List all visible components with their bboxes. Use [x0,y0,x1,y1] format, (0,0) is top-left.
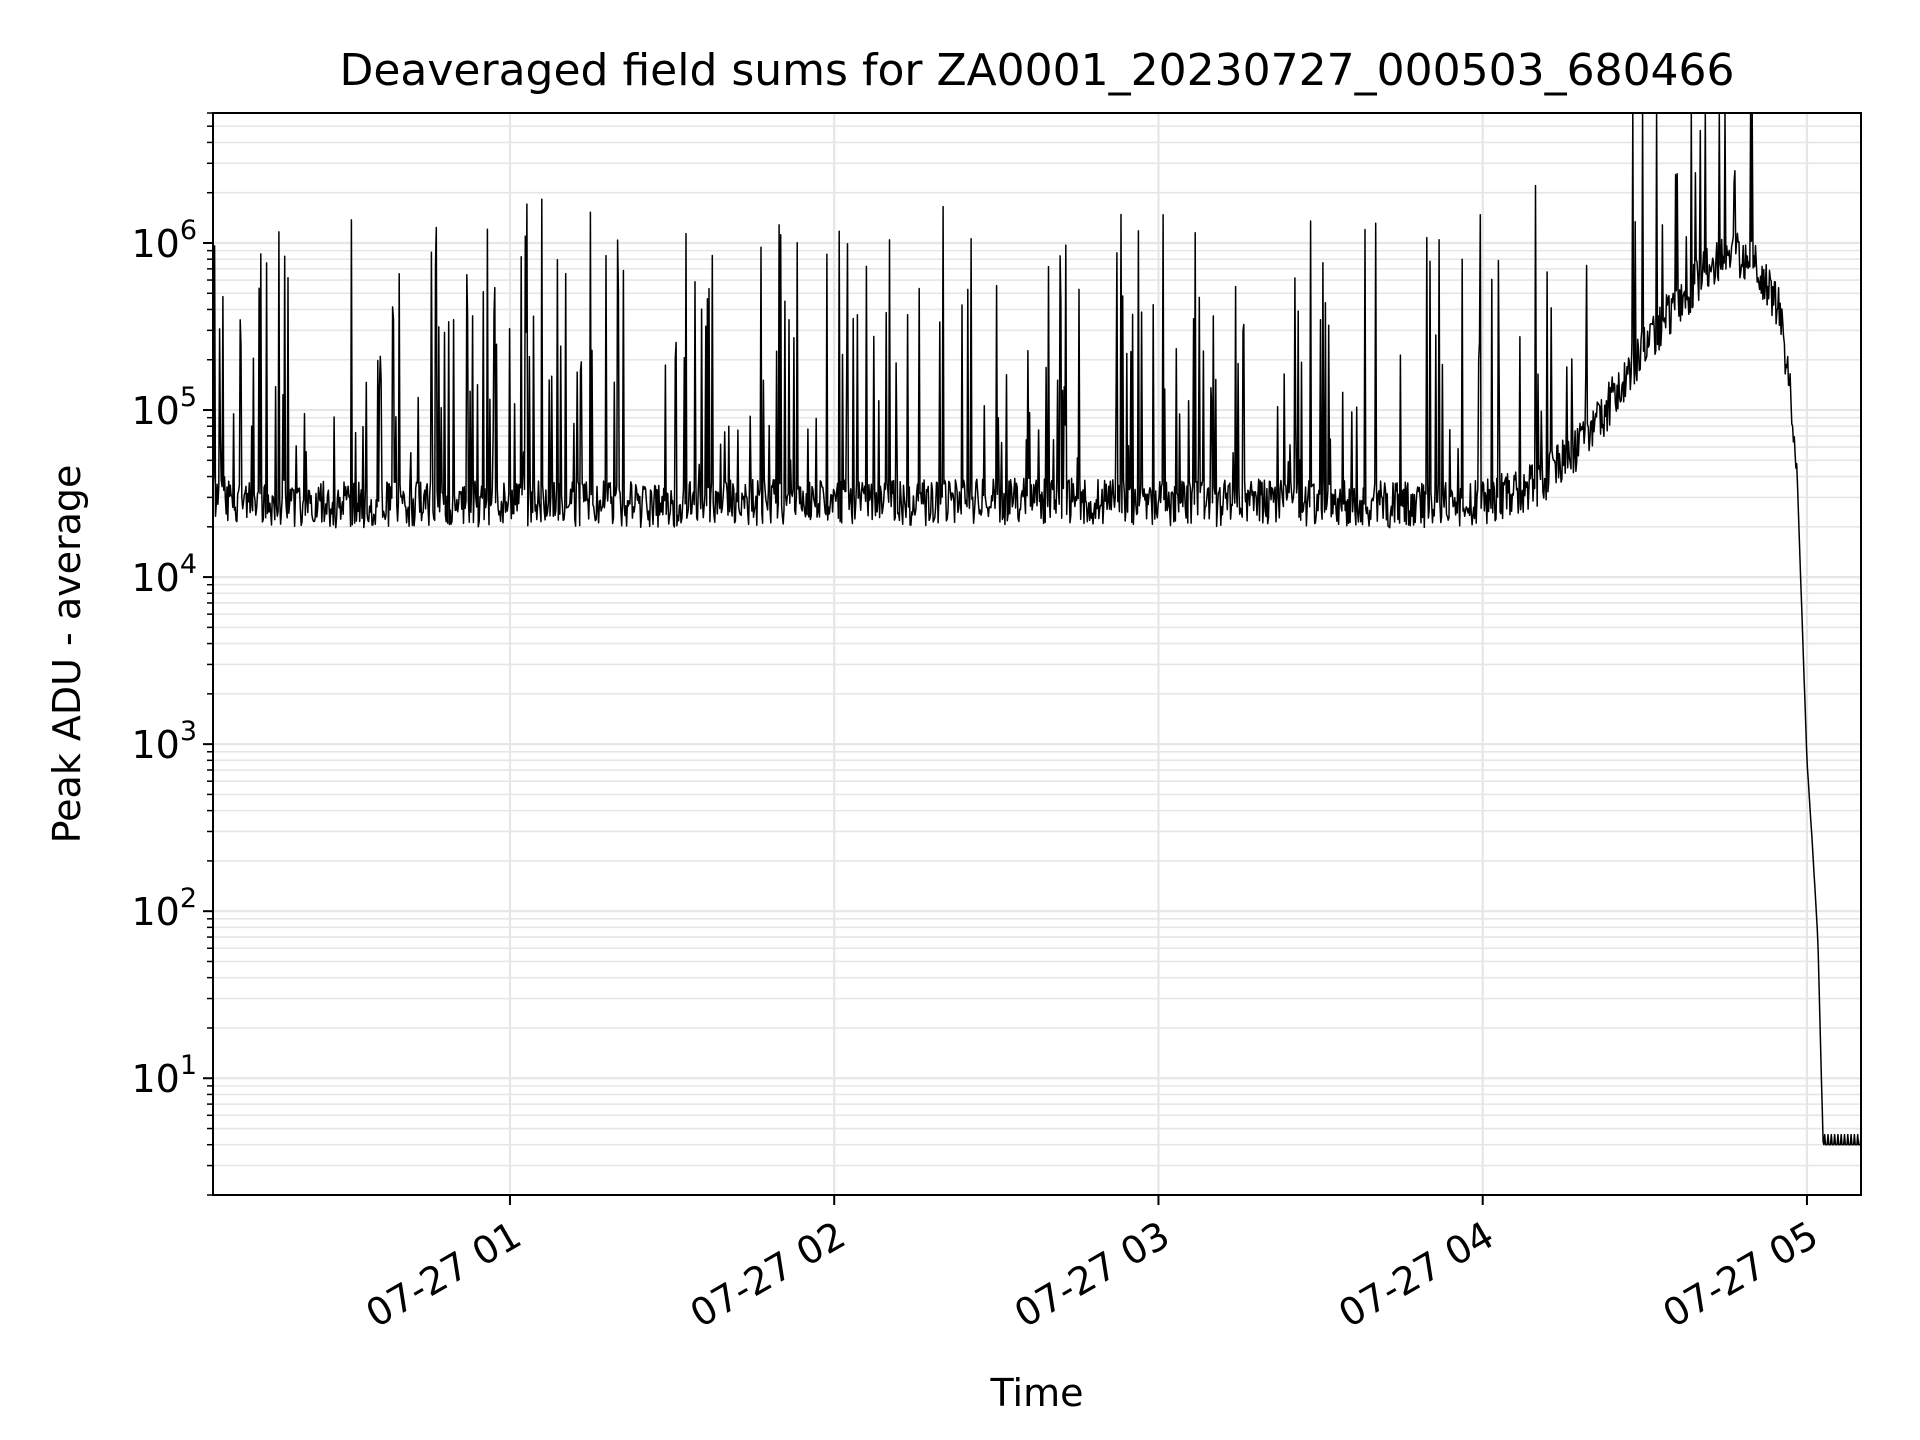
chart-title: Deaveraged field sums for ZA0001_2023072… [339,45,1734,96]
x-tick-label: 07-27 04 [1331,1213,1501,1337]
y-tick-base: 10 [131,890,179,934]
y-tick-exponent: 3 [180,716,197,747]
y-tick-exponent: 4 [180,549,197,580]
x-tick-label: 07-27 03 [1007,1213,1177,1337]
y-tick-exponent: 2 [180,883,197,914]
y-tick-label: 106 [131,215,197,266]
grid-layer [213,112,1861,1196]
x-tick-label: 07-27 01 [358,1213,528,1337]
x-ticks: 07-27 01 07-27 02 07-27 03 07-27 04 07-27 05 [358,1195,1825,1336]
y-tick-label: 105 [131,382,197,433]
y-tick-base: 10 [131,723,179,767]
y-axis-label: Peak ADU - average [45,465,89,844]
plot-frame [212,112,1862,1196]
y-tick-label: 102 [131,883,197,934]
y-tick-base: 10 [131,556,179,600]
x-tick-label: 07-27 02 [683,1213,853,1337]
y-tick-base: 10 [131,222,179,266]
y-tick-label: 103 [131,716,197,767]
y-tick-base: 10 [131,389,179,433]
series-line [212,112,1862,1146]
x-tick-label: 07-27 05 [1655,1213,1825,1337]
y-tick-exponent: 1 [180,1050,197,1081]
y-tick-exponent: 5 [180,382,197,413]
y-tick-label: 104 [131,549,197,600]
series-layer [212,112,1862,1146]
x-axis-label: Time [990,1371,1084,1415]
y-tick-base: 10 [131,1057,179,1101]
y-tick-label: 101 [131,1050,197,1101]
y-tick-exponent: 6 [180,215,197,246]
